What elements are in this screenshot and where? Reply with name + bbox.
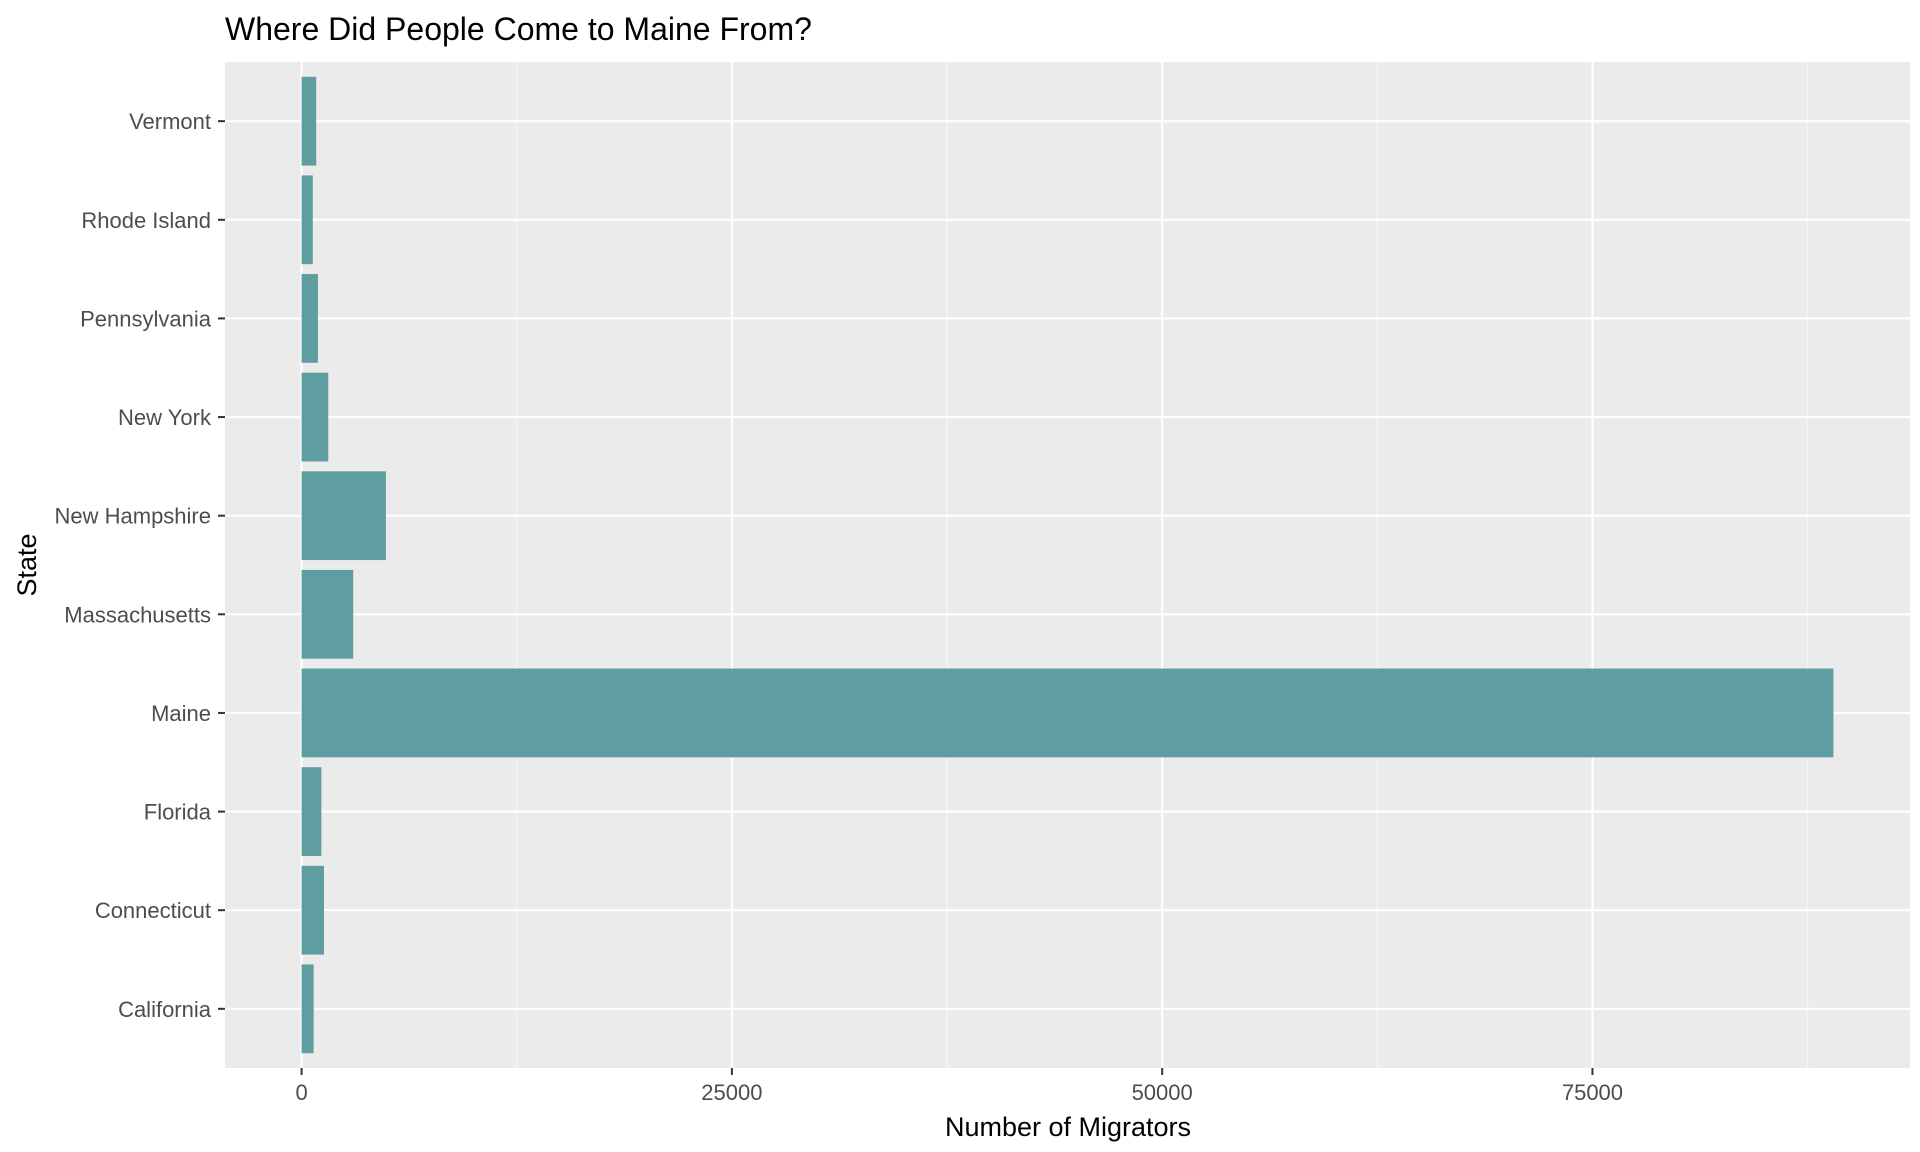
bar: [301, 372, 329, 462]
bar: [301, 175, 313, 265]
y-tick-label: Connecticut: [95, 898, 211, 923]
y-tick-label: New Hampshire: [55, 504, 212, 529]
panel-background: [225, 62, 1910, 1068]
bar: [301, 274, 318, 363]
x-axis: 0 25000 50000 75000: [295, 1068, 1623, 1105]
y-tick-label: Rhode Island: [81, 208, 211, 233]
y-tick-label: Pennsylvania: [80, 306, 212, 331]
bar: [301, 767, 322, 856]
y-tick-label: California: [118, 997, 212, 1022]
bars: [301, 76, 1834, 1054]
y-tick-label: Florida: [144, 800, 212, 825]
x-tick-label: 75000: [1562, 1080, 1623, 1105]
bar: [301, 865, 324, 955]
bar: [301, 668, 1834, 758]
x-tick-label: 25000: [701, 1080, 762, 1105]
x-tick-label: 50000: [1132, 1080, 1193, 1105]
x-axis-title: Number of Migrators: [945, 1112, 1191, 1142]
y-axis-title: State: [12, 533, 42, 596]
minor-gridlines: [516, 62, 1809, 1068]
y-tick-label: New York: [118, 405, 212, 430]
x-tick-label: 0: [295, 1080, 307, 1105]
bar: [301, 76, 317, 166]
y-tick-label: Vermont: [129, 109, 211, 134]
bar: [301, 964, 314, 1054]
y-tick-label: Maine: [151, 701, 211, 726]
bar: [301, 569, 354, 659]
y-axis: California Connecticut Florida Maine Massach…: [55, 109, 225, 1022]
bar: [301, 471, 386, 561]
y-tick-label: Massachusetts: [64, 602, 211, 627]
chart-title: Where Did People Come to Maine From?: [225, 11, 812, 47]
